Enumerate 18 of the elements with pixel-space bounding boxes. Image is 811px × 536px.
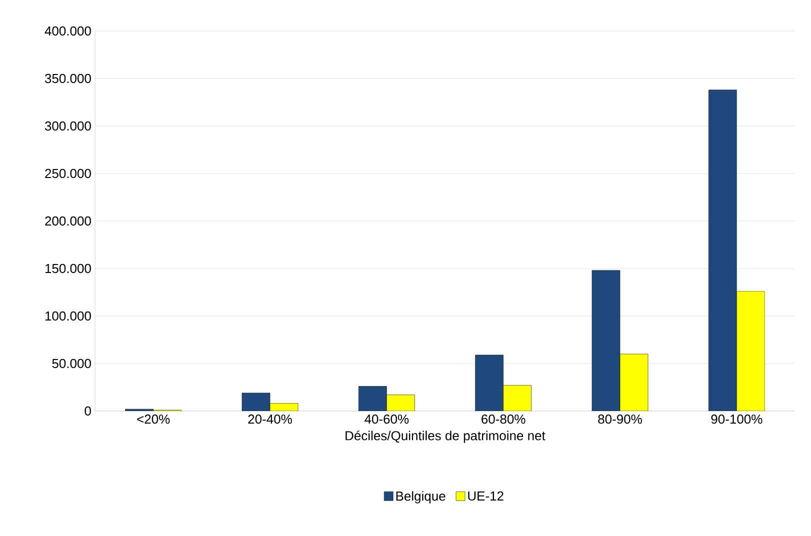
x-tick-label: 40-60% [364, 414, 409, 424]
y-tick-label: 50.000 [52, 358, 91, 368]
y-tick-label: 350.000 [44, 74, 91, 84]
legend-label: UE-12 [468, 491, 504, 501]
legend-label: Belgique [396, 491, 446, 504]
x-axis-title: Déciles/Quintiles de patrimoine net [346, 430, 546, 443]
y-tick-label: 400.000 [44, 26, 91, 36]
x-tick-label: 90-100% [711, 414, 762, 424]
y-tick-label: 200.000 [45, 216, 91, 226]
x-tick-label: 20-40% [248, 414, 292, 424]
x-tick-label: 80-90% [598, 414, 642, 424]
x-tick-label: <20% [137, 414, 170, 424]
y-tick-label: 150.000 [45, 264, 91, 274]
x-tick-label: 60-80% [482, 414, 526, 424]
y-tick-label: 0 [84, 406, 91, 416]
y-tick-label: 300.000 [44, 121, 91, 131]
y-tick-label: 100.000 [45, 311, 91, 321]
y-tick-label: 250.000 [45, 168, 91, 178]
